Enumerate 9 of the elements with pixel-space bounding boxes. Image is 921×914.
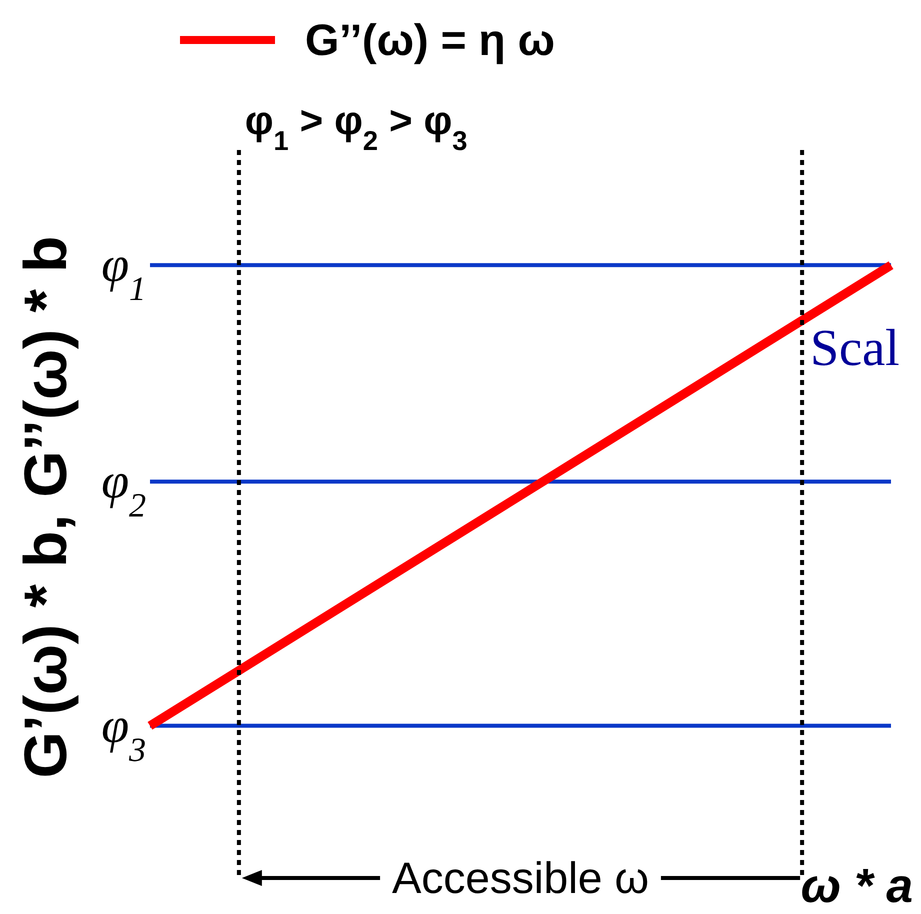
text: φ$_{1}$ > φ$_{2}$ > φ$_{3}$	[244, 99, 468, 156]
x-axis-title: ω * a	[800, 860, 913, 913]
series-label: φ$_{3}$	[101, 696, 146, 768]
y-axis-title: G’(ω) * b, G’’(ω) * b	[12, 236, 79, 778]
annotation: Scal	[810, 320, 900, 377]
series-label: φ$_{1}$	[101, 236, 146, 308]
text: Accessible ω	[392, 854, 649, 903]
series-label: φ$_{2}$	[101, 452, 146, 524]
legend-label: G’’(ω) = η ω	[305, 16, 555, 65]
